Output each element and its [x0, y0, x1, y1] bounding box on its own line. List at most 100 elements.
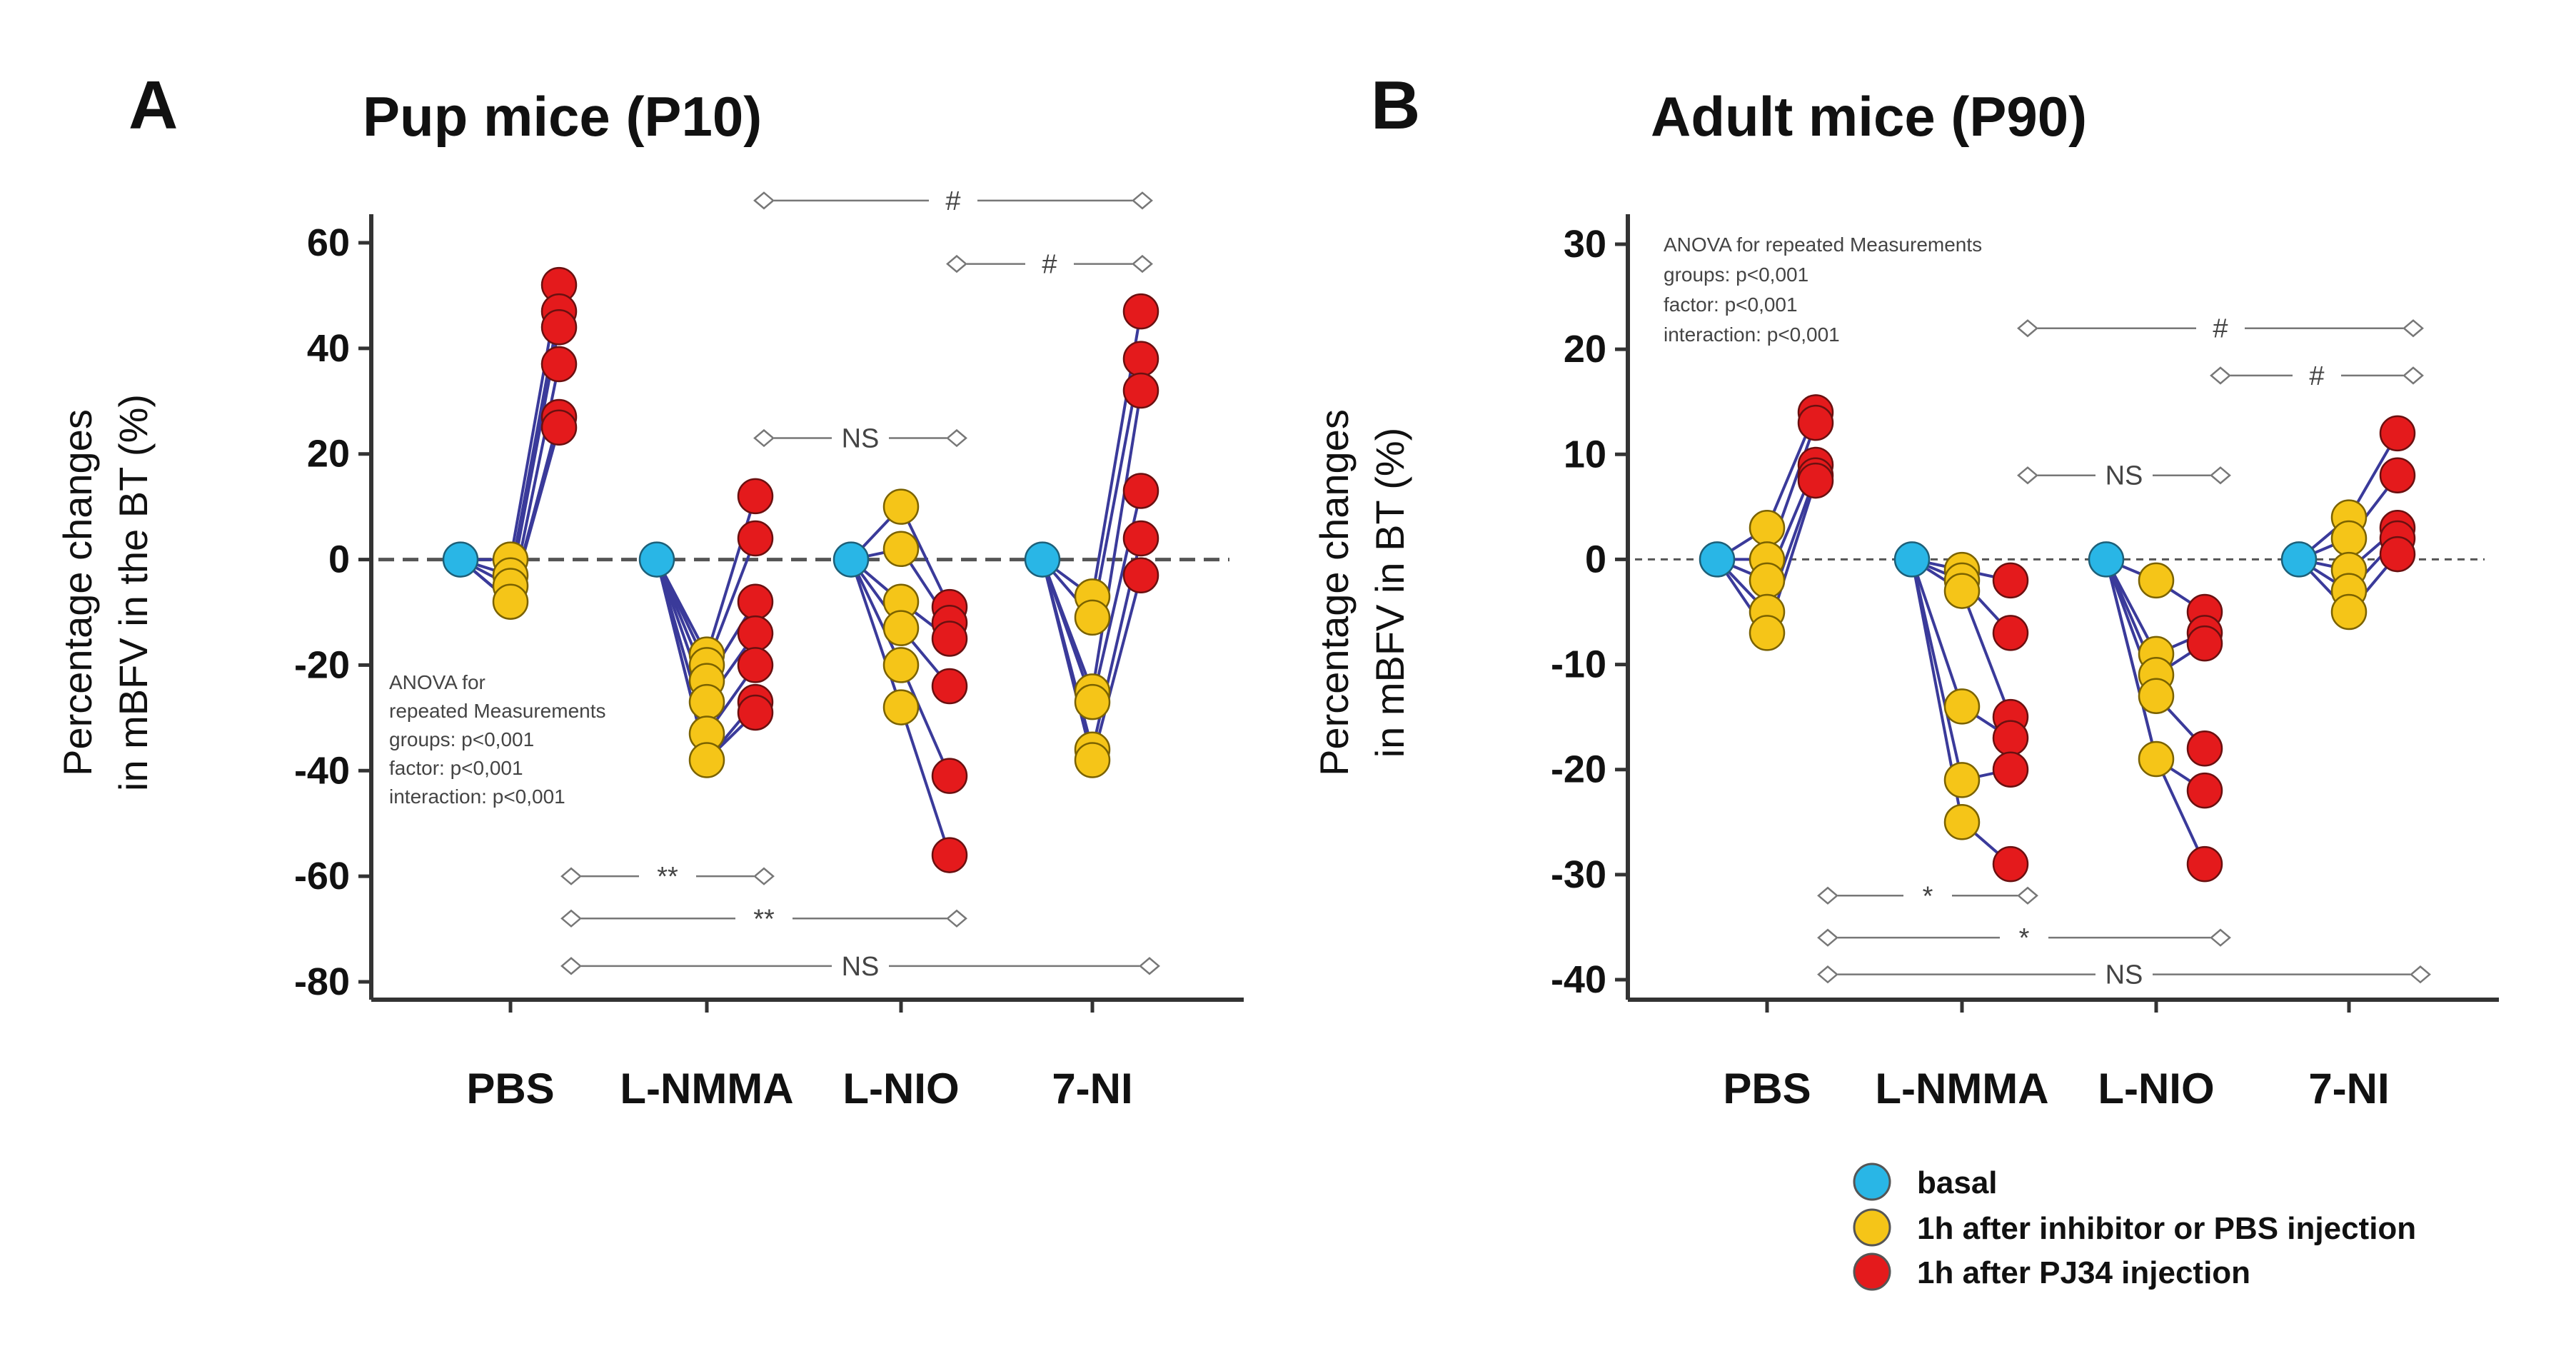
panel-b-l-nmma-pj34-point: [1992, 615, 2029, 651]
panel-a-l-nmma-pj34-point: [737, 647, 774, 683]
panel-a-bracket-label-ns: NS: [842, 424, 880, 454]
panel-a-l-nmma-basal-point: [638, 541, 675, 578]
panel-a-7-ni-inhibitor-point: [1074, 599, 1111, 636]
panel-b-points: [1699, 394, 2416, 883]
panel-a-cat-pbs: PBS: [466, 1065, 554, 1113]
panel-b-y-tick-label: -10: [1551, 643, 1606, 686]
panel-a-bracket-2: NS: [753, 424, 967, 454]
panel-b-significance-brackets: # # NS * * NS: [1817, 314, 2431, 990]
panel-a-l-nmma-pj34-point: [737, 520, 774, 557]
panel-b-category-labels: PBS L-NMMA L-NIO 7-NI: [1723, 1065, 2389, 1113]
panel-a-bracket-end-diamond: [560, 957, 582, 975]
legend-item-inhibitor: 1h after inhibitor or PBS injection: [1853, 1208, 2416, 1247]
panel-b-bracket-4: *: [1817, 923, 2231, 953]
legend-label-inhibitor: 1h after inhibitor or PBS injection: [1917, 1211, 2416, 1246]
panel-a-l-nmma-inhibitor-point: [688, 742, 725, 778]
panel-a-title: Pup mice (P10): [363, 85, 762, 148]
panel-a-stats-line-5: interaction: p<0,001: [389, 785, 565, 808]
panel-b-bracket-end-diamond: [2017, 886, 2038, 905]
panel-b-ylabel-line1: Percentage changes: [1312, 409, 1357, 776]
panel-b-stats-line-2: groups: p<0,001: [1664, 263, 1808, 286]
panel-a-bracket-end-diamond: [753, 191, 775, 210]
panel-a-l-nio-pj34-point: [931, 668, 968, 705]
panel-a-bracket-1: #: [946, 250, 1153, 280]
legend: basal 1h after inhibitor or PBS injectio…: [1853, 1162, 2416, 1291]
panel-a-pbs-basal-point: [442, 541, 479, 578]
panel-a-l-nio-inhibitor-point: [882, 531, 920, 568]
panel-a-points: [442, 266, 1159, 873]
panel-b-l-nio-inhibitor-point: [2138, 740, 2175, 778]
panel-b-pbs-pj34-point: [1797, 404, 1834, 441]
legend-label-pj34: 1h after PJ34 injection: [1917, 1255, 2250, 1290]
panel-a-bracket-3: **: [560, 862, 775, 892]
panel-a-bracket-end-diamond: [946, 428, 967, 448]
panel-a-l-nio-inhibitor-point: [882, 610, 920, 646]
panel-b-stats-line-3: factor: p<0,001: [1664, 293, 1798, 316]
panel-b-l-nmma-inhibitor-point: [1943, 573, 1981, 609]
panel-a-y-tick-label: 40: [307, 327, 350, 370]
panel-a-y-tick-label: -20: [294, 643, 350, 686]
legend-marker-pj34: [1853, 1252, 1891, 1291]
panel-b-l-nmma-basal-point: [1893, 541, 1931, 578]
panel-b: B Adult mice (P90) Percentage changes in…: [1312, 67, 2499, 1113]
panel-b-l-nio-pj34-point: [2186, 625, 2223, 662]
panel-b-bracket-label-hash: #: [2309, 361, 2324, 391]
panel-a-bracket-5: NS: [560, 952, 1160, 982]
legend-marker-basal: [1853, 1162, 1891, 1201]
panel-b-l-nmma-inhibitor-point: [1943, 762, 1981, 798]
panel-b-bracket-label-ns: NS: [2105, 461, 2143, 491]
panel-b-7-ni-inhibitor-point: [2330, 520, 2368, 557]
panel-b-7-ni-pj34-point: [2379, 457, 2416, 493]
panel-b-bracket-5: NS: [1817, 960, 2431, 990]
panel-a-stats-line-4: factor: p<0,001: [389, 757, 523, 779]
panel-a-cat-7-ni: 7-NI: [1052, 1065, 1132, 1113]
panel-b-l-nio-pj34-point: [2186, 772, 2223, 809]
panel-b-ylabel-line2: in mBFV in BT (%): [1367, 428, 1412, 758]
panel-a-y-tick-label: -40: [294, 749, 350, 792]
panel-b-l-nmma-pj34-point: [1992, 562, 2029, 599]
panel-b-pbs-inhibitor-point: [1749, 562, 1786, 599]
panel-a-bracket-end-diamond: [1139, 957, 1160, 975]
panel-a-l-nio-pj34-point: [931, 621, 968, 657]
panel-a-bracket-4: **: [560, 904, 967, 934]
panel-a-pbs-inhibitor-point: [492, 583, 529, 620]
panel-b-y-tick-labels: 30 20 10 0 -10 -20 -30 -40: [1551, 223, 1606, 1001]
panel-a-bracket-end-diamond: [1132, 191, 1153, 210]
panel-a-axes: [358, 214, 1244, 1013]
panel-a-y-tick-label: 20: [307, 433, 350, 476]
panel-a-ylabel-line1: Percentage changes: [55, 409, 100, 776]
panel-b-cat-l-nio: L-NIO: [2098, 1065, 2214, 1113]
panel-a-l-nmma-pj34-point: [737, 478, 774, 515]
panel-a-pbs-pj34-point: [540, 309, 578, 346]
panel-b-l-nio-basal-point: [2088, 541, 2125, 578]
panel-b-axes: [1615, 214, 2499, 1013]
panel-a-bracket-label-ns: NS: [842, 952, 880, 982]
panel-b-pbs-inhibitor-point: [1749, 510, 1786, 546]
panel-b-cat-l-nmma: L-NMMA: [1875, 1065, 2048, 1113]
panel-b-bracket-label-star: *: [1923, 881, 1933, 911]
panel-a-bracket-label-hash: #: [945, 186, 960, 216]
panel-a-7-ni-pj34-point: [1122, 372, 1159, 409]
panel-a-l-nmma-pj34-point: [737, 694, 774, 731]
panel-a-bracket-end-diamond: [946, 909, 967, 928]
panel-b-pbs-pj34-point: [1797, 462, 1834, 499]
panel-b-l-nio-inhibitor-point: [2138, 562, 2175, 599]
panel-a-bracket-end-diamond: [560, 867, 582, 885]
panel-a-7-ni-inhibitor-point: [1074, 683, 1111, 720]
panel-a-bracket-end-diamond: [753, 867, 775, 885]
panel-b-cat-pbs: PBS: [1723, 1065, 1811, 1113]
panel-a-y-tick-label: 0: [328, 538, 350, 581]
panel-b-bracket-end-diamond: [2403, 366, 2424, 385]
panel-b-bracket-label-hash: #: [2213, 314, 2228, 344]
panel-b-stats-line-1: ANOVA for repeated Measurements: [1664, 233, 1982, 256]
panel-b-l-nio-pj34-point: [2186, 845, 2223, 883]
panel-b-y-tick-label: 0: [1585, 538, 1606, 581]
panel-b-bracket-end-diamond: [2210, 466, 2231, 485]
panel-a-y-tick-labels: 60 40 20 0 -20 -40 -60 -80: [294, 221, 350, 1003]
panel-a-bracket-0: #: [753, 186, 1153, 216]
panel-b-bracket-3: *: [1817, 881, 2038, 911]
panel-a-l-nmma-inhibitor-point: [688, 683, 725, 720]
panel-a: A Pup mice (P10) Percentage changes in m…: [55, 67, 1244, 1113]
panel-b-y-tick-label: -40: [1551, 958, 1606, 1001]
